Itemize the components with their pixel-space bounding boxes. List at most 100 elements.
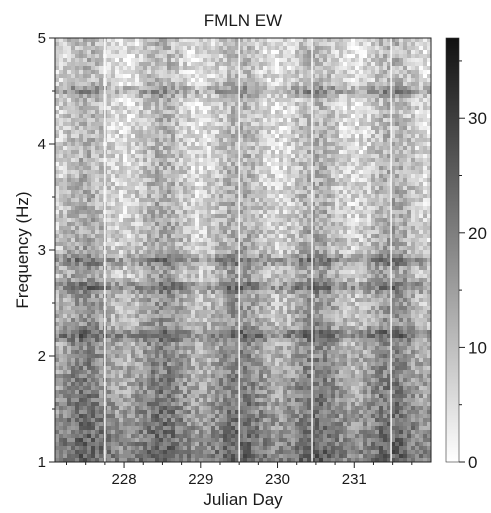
heatmap-cell	[63, 174, 68, 179]
heatmap-cell	[123, 226, 128, 231]
heatmap-cell	[335, 138, 340, 143]
heatmap-cell	[339, 158, 344, 163]
heatmap-cell	[79, 50, 84, 55]
heatmap-cell	[87, 226, 92, 231]
heatmap-cell	[159, 214, 164, 219]
heatmap-cell	[119, 138, 124, 143]
heatmap-cell	[291, 242, 296, 247]
heatmap-cell	[127, 174, 132, 179]
heatmap-cell	[223, 146, 228, 151]
heatmap-cell	[123, 234, 128, 239]
heatmap-cell	[203, 230, 208, 235]
heatmap-cell	[379, 238, 384, 243]
heatmap-cell	[91, 74, 96, 79]
heatmap-cell	[67, 54, 72, 59]
heatmap-cell	[87, 78, 92, 83]
heatmap-cell	[131, 78, 136, 83]
heatmap-cell	[403, 82, 408, 87]
heatmap-cell	[371, 218, 376, 223]
heatmap-cell	[275, 202, 280, 207]
heatmap-cell	[423, 74, 428, 79]
heatmap-cell	[303, 62, 308, 67]
heatmap-cell	[83, 246, 88, 251]
heatmap-cell	[283, 174, 288, 179]
heatmap-cell	[187, 94, 192, 99]
heatmap-cell	[247, 238, 252, 243]
heatmap-cell	[263, 98, 268, 103]
heatmap-cell	[155, 74, 160, 79]
heatmap-cell	[175, 58, 180, 63]
heatmap-cell	[355, 82, 360, 87]
heatmap-cell	[215, 226, 220, 231]
heatmap-cell	[407, 74, 412, 79]
heatmap-cell	[91, 250, 96, 255]
heatmap-cell	[407, 98, 412, 103]
heatmap-cell	[151, 186, 156, 191]
heatmap-cell	[427, 46, 431, 51]
heatmap-cell	[255, 202, 260, 207]
heatmap-cell	[263, 222, 268, 227]
heatmap-cell	[231, 94, 236, 99]
heatmap-cell	[291, 78, 296, 83]
heatmap-cell	[287, 78, 292, 83]
heatmap-cell	[379, 118, 384, 123]
heatmap-cell	[239, 142, 244, 147]
heatmap-cell	[219, 118, 224, 123]
heatmap-cell	[375, 242, 380, 247]
heatmap-cell	[227, 210, 232, 215]
heatmap-cell	[371, 110, 376, 115]
heatmap-cell	[79, 214, 84, 219]
heatmap-cell	[351, 186, 356, 191]
heatmap-cell	[243, 158, 248, 163]
heatmap-cell	[383, 122, 388, 127]
heatmap-cell	[331, 54, 336, 59]
heatmap-cell	[63, 226, 68, 231]
heatmap-cell	[151, 62, 156, 67]
heatmap-cell	[255, 154, 260, 159]
heatmap-cell	[211, 234, 216, 239]
heatmap-cell	[287, 46, 292, 51]
heatmap-cell	[219, 66, 224, 71]
heatmap-cell	[267, 186, 272, 191]
heatmap-cell	[163, 158, 168, 163]
heatmap-cell	[243, 154, 248, 159]
heatmap-cell	[427, 206, 431, 211]
heatmap-cell	[347, 170, 352, 175]
heatmap-cell	[355, 138, 360, 143]
heatmap-cell	[395, 170, 400, 175]
heatmap-cell	[79, 142, 84, 147]
heatmap-cell	[83, 38, 88, 43]
heatmap-cell	[247, 134, 252, 139]
heatmap-cell	[99, 138, 104, 143]
heatmap-cell	[339, 110, 344, 115]
heatmap-cell	[423, 50, 428, 55]
heatmap-cell	[179, 46, 184, 51]
heatmap-cell	[287, 170, 292, 175]
heatmap-cell	[307, 198, 312, 203]
heatmap-cell	[403, 206, 408, 211]
heatmap-cell	[387, 230, 392, 235]
heatmap-cell	[335, 78, 340, 83]
heatmap-cell	[427, 210, 431, 215]
heatmap-cell	[223, 74, 228, 79]
heatmap-cell	[267, 154, 272, 159]
heatmap-cell	[107, 198, 112, 203]
heatmap-cell	[227, 54, 232, 59]
heatmap-cell	[347, 86, 352, 91]
heatmap-cell	[163, 142, 168, 147]
heatmap-cell	[215, 170, 220, 175]
heatmap-cell	[235, 158, 240, 163]
heatmap-cell	[375, 38, 380, 43]
heatmap-cell	[303, 66, 308, 71]
heatmap-cell	[427, 110, 431, 115]
heatmap-cell	[395, 62, 400, 67]
heatmap-cell	[423, 86, 428, 91]
heatmap-cell	[423, 58, 428, 63]
heatmap-cell	[391, 78, 396, 83]
heatmap-cell	[87, 106, 92, 111]
heatmap-cell	[199, 186, 204, 191]
heatmap-cell	[83, 142, 88, 147]
heatmap-cell	[287, 62, 292, 67]
heatmap-cell	[195, 238, 200, 243]
heatmap-cell	[87, 242, 92, 247]
